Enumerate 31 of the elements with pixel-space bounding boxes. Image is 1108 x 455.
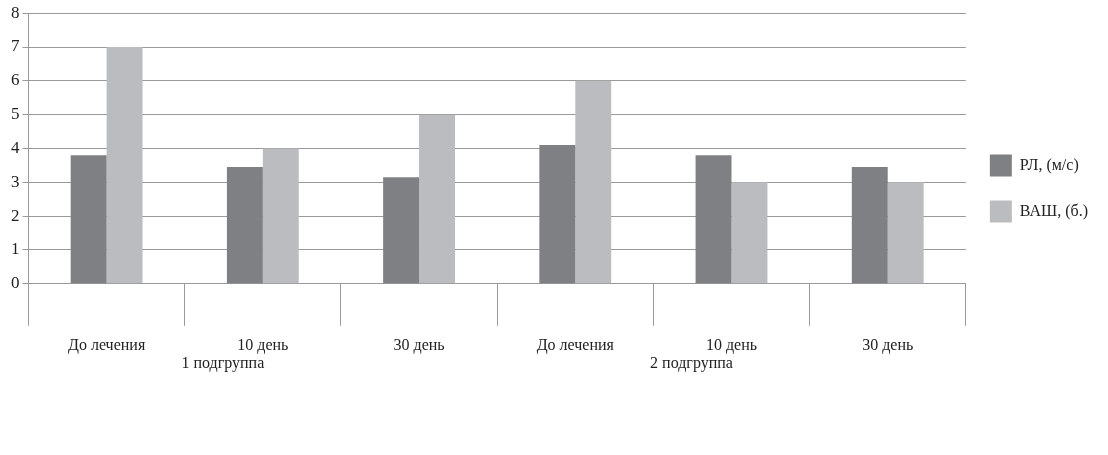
bar bbox=[539, 145, 576, 284]
text: 2 подгруппа bbox=[650, 354, 733, 372]
x-tick-label: 10 день bbox=[705, 335, 758, 354]
x-tick-label: До лечения bbox=[67, 335, 146, 354]
y-tick-label: 1 bbox=[11, 239, 20, 259]
x-tick-label: До лечения bbox=[536, 335, 615, 354]
y-tick-label: 6 bbox=[11, 70, 20, 90]
legend-label: РЛ, (м/с) bbox=[1019, 155, 1079, 174]
bar bbox=[695, 155, 732, 284]
bar bbox=[419, 114, 455, 284]
legend-label: ВАШ, (б.) bbox=[1019, 201, 1088, 220]
x-tick-label: 10 день bbox=[237, 335, 289, 354]
bar bbox=[106, 47, 143, 284]
bar bbox=[851, 167, 888, 284]
bar bbox=[70, 155, 107, 284]
y-tick-label: 4 bbox=[11, 137, 20, 157]
bar bbox=[383, 177, 420, 284]
bar bbox=[731, 182, 768, 284]
y-tick-label: 3 bbox=[11, 171, 20, 191]
bar bbox=[262, 148, 299, 284]
bar bbox=[887, 182, 924, 284]
y-tick-label: 5 bbox=[11, 104, 20, 124]
bar bbox=[575, 80, 612, 284]
bar bbox=[226, 167, 263, 284]
y-tick-label: 0 bbox=[11, 273, 20, 293]
y-tick-label: 2 bbox=[11, 205, 20, 225]
x-tick-label: 30 день bbox=[393, 335, 445, 354]
y-tick-label: 8 bbox=[11, 2, 20, 22]
text: 1 подгруппа bbox=[181, 354, 265, 372]
y-tick-label: 7 bbox=[11, 36, 20, 56]
x-tick-label: 30 день bbox=[862, 335, 914, 354]
